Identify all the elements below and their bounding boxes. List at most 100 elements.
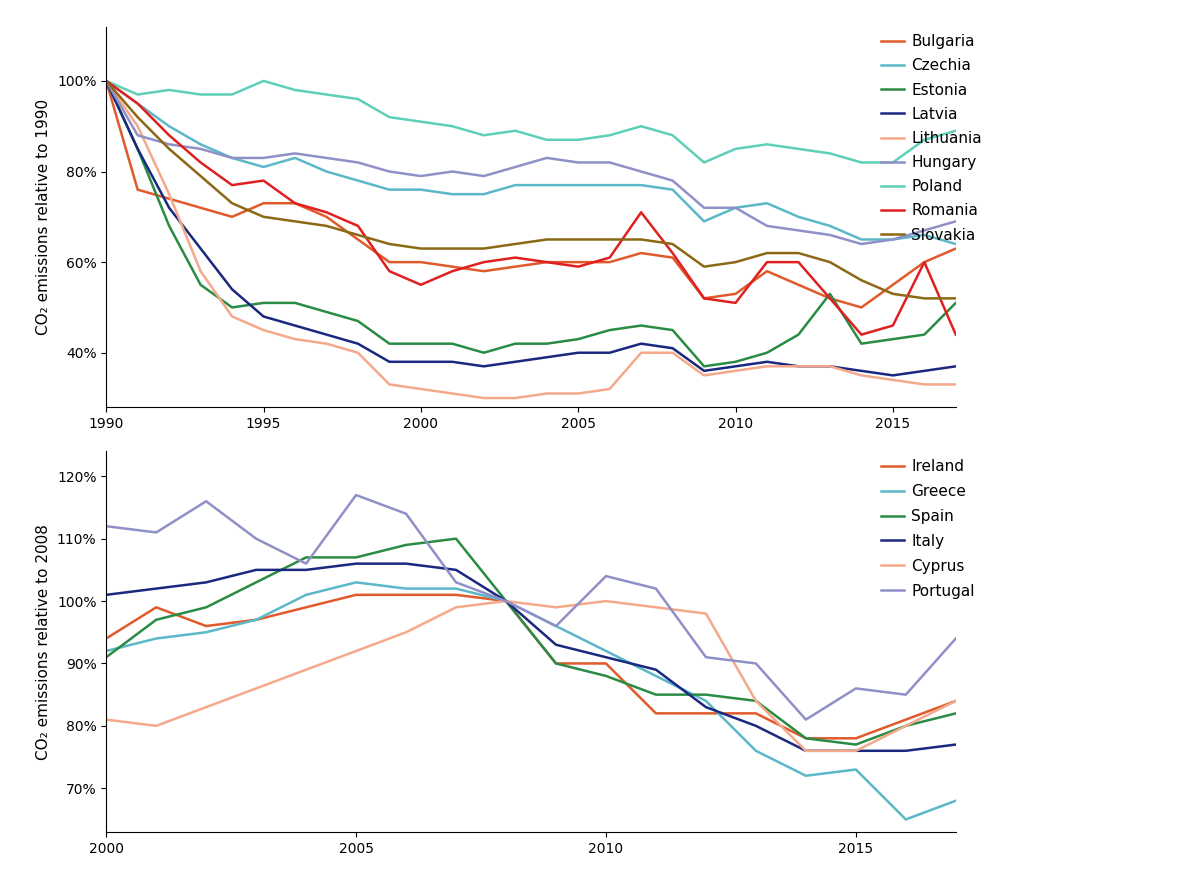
Y-axis label: CO₂ emissions relative to 2008: CO₂ emissions relative to 2008 — [37, 524, 51, 759]
Greece — [549, 620, 563, 631]
Hungary — [792, 225, 806, 235]
Czechia — [194, 139, 208, 150]
Estonia — [886, 334, 900, 344]
Romania — [539, 257, 553, 267]
Spain — [249, 577, 263, 588]
Ireland — [149, 602, 163, 612]
Romania — [886, 320, 900, 331]
Spain — [448, 534, 463, 544]
Latvia — [350, 338, 365, 349]
Spain — [649, 689, 663, 700]
Greece — [448, 583, 463, 594]
Romania — [917, 257, 931, 267]
Ireland — [249, 614, 263, 625]
Latvia — [571, 348, 585, 358]
Bulgaria — [445, 261, 459, 272]
Czechia — [288, 152, 302, 163]
Czechia — [445, 189, 459, 199]
Lithuania — [131, 121, 145, 132]
Czechia — [760, 198, 774, 209]
Latvia — [760, 357, 774, 367]
Greece — [749, 745, 763, 756]
Latvia — [445, 357, 459, 367]
Portugal — [799, 714, 813, 725]
Line: Slovakia: Slovakia — [106, 81, 956, 298]
Ireland — [749, 708, 763, 719]
Lithuania — [225, 312, 240, 322]
Lithuania — [194, 266, 208, 276]
Bulgaria — [477, 266, 491, 276]
Lithuania — [382, 379, 396, 389]
Estonia — [131, 143, 145, 154]
Greece — [249, 614, 263, 625]
Hungary — [666, 175, 680, 186]
Czechia — [477, 189, 491, 199]
Estonia — [603, 325, 617, 335]
Greece — [699, 696, 713, 706]
Line: Lithuania: Lithuania — [106, 81, 956, 398]
Hungary — [634, 166, 648, 177]
Portugal — [699, 652, 713, 663]
Lithuania — [256, 325, 270, 335]
Hungary — [162, 139, 176, 150]
Estonia — [477, 348, 491, 358]
Italy — [699, 702, 713, 712]
Bulgaria — [288, 198, 302, 209]
Czechia — [697, 216, 712, 227]
Czechia — [509, 180, 523, 190]
Latvia — [194, 243, 208, 254]
Greece — [949, 796, 963, 806]
Bulgaria — [414, 257, 428, 267]
Poland — [792, 143, 806, 154]
Czechia — [792, 212, 806, 222]
Line: Hungary: Hungary — [106, 81, 956, 244]
Poland — [666, 130, 680, 141]
Hungary — [288, 148, 302, 158]
Y-axis label: CO₂ emissions relative to 1990: CO₂ emissions relative to 1990 — [37, 99, 52, 335]
Latvia — [382, 357, 396, 367]
Slovakia — [792, 248, 806, 258]
Bulgaria — [728, 289, 742, 299]
Czechia — [162, 121, 176, 132]
Estonia — [728, 357, 742, 367]
Estonia — [854, 338, 868, 349]
Slovakia — [697, 261, 712, 272]
Lithuania — [697, 370, 712, 381]
Czechia — [603, 180, 617, 190]
Hungary — [414, 171, 428, 181]
Lithuania — [445, 389, 459, 399]
Czechia — [414, 184, 428, 195]
Bulgaria — [917, 257, 931, 267]
Bulgaria — [350, 235, 365, 245]
Ireland — [99, 633, 113, 643]
Bulgaria — [949, 243, 963, 254]
Poland — [854, 158, 868, 168]
Lithuania — [350, 348, 365, 358]
Czechia — [131, 98, 145, 109]
Poland — [539, 135, 553, 145]
Bulgaria — [792, 280, 806, 290]
Czechia — [99, 75, 113, 86]
Latvia — [131, 143, 145, 154]
Slovakia — [162, 143, 176, 154]
Poland — [225, 89, 240, 100]
Italy — [899, 745, 913, 756]
Line: Ireland: Ireland — [106, 595, 956, 738]
Lithuania — [288, 334, 302, 344]
Estonia — [917, 329, 931, 340]
Czechia — [728, 203, 742, 213]
Latvia — [792, 361, 806, 372]
Cyprus — [399, 627, 413, 637]
Spain — [949, 708, 963, 719]
Bulgaria — [320, 212, 334, 222]
Poland — [634, 121, 648, 132]
Romania — [225, 180, 240, 190]
Greece — [299, 589, 313, 600]
Legend: Ireland, Greece, Spain, Italy, Cyprus, Portugal: Ireland, Greece, Spain, Italy, Cyprus, P… — [880, 459, 975, 598]
Latvia — [822, 361, 837, 372]
Portugal — [99, 521, 113, 532]
Cyprus — [949, 696, 963, 706]
Czechia — [350, 175, 365, 186]
Latvia — [509, 357, 523, 367]
Czechia — [571, 180, 585, 190]
